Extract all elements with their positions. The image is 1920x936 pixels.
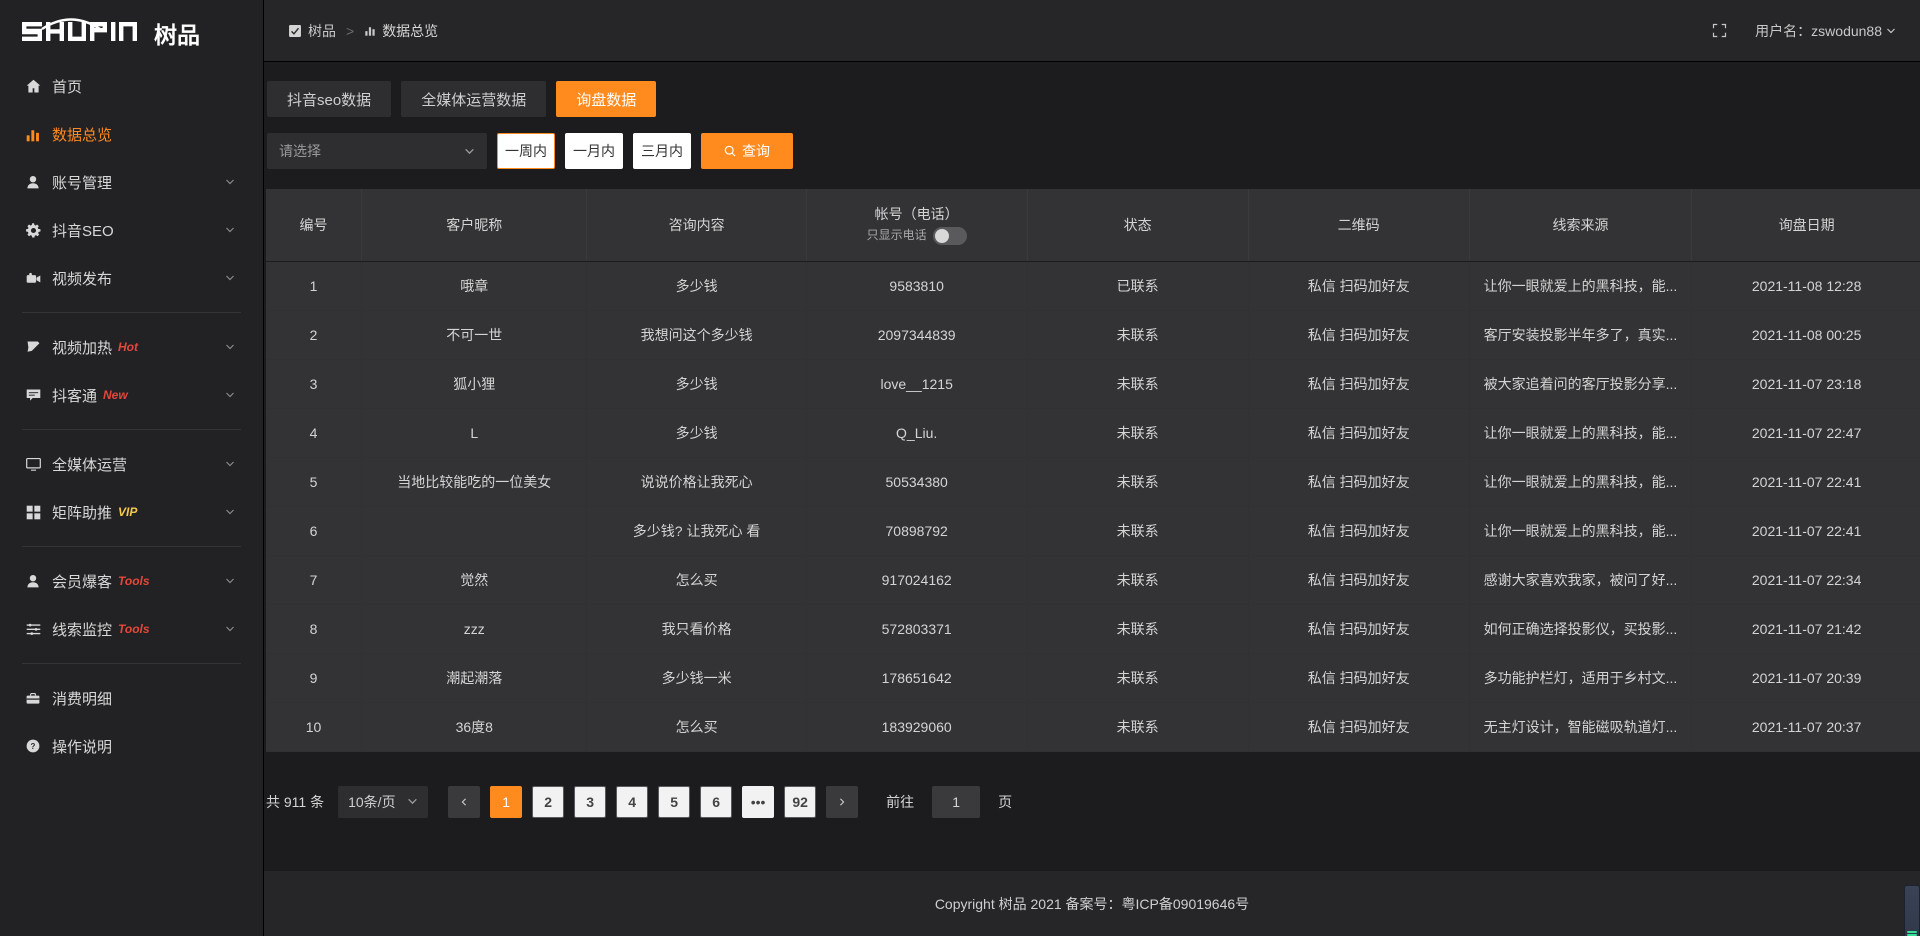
svg-text:?: ? (31, 742, 36, 751)
svg-text:树品: 树品 (154, 22, 200, 48)
